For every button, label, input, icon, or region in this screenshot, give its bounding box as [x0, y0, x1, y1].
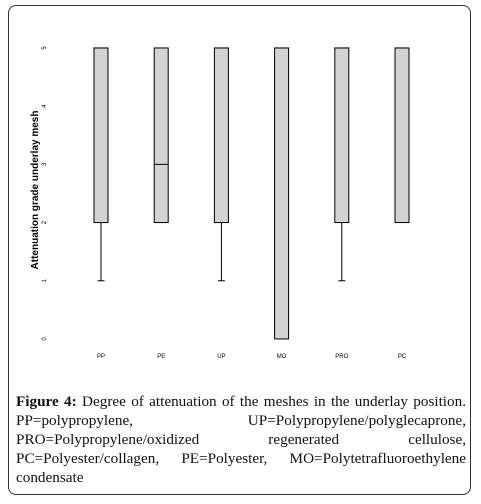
y-tick-label: 0	[42, 337, 48, 341]
y-tick-label: 1	[42, 278, 48, 282]
y-tick-label: 2	[42, 220, 48, 224]
chart: Attenuation grade underlay mesh 0 1 2 3 4 5 PP…	[30, 46, 410, 360]
figure-frame	[8, 5, 471, 495]
caption: Figure 4: Degree of attenuation of the m…	[16, 392, 466, 487]
box	[394, 47, 410, 224]
caption-text: Degree of attenuation of the meshes in t…	[16, 393, 466, 486]
y-axis-label: Attenuation grade underlay mesh	[30, 111, 41, 270]
x-tick-label: PP	[97, 354, 105, 360]
y-tick-label: 5	[42, 46, 48, 50]
x-tick-label: PRO	[335, 354, 348, 360]
x-tick-label: MO	[277, 354, 287, 360]
box	[334, 47, 350, 224]
y-tick-label: 3	[42, 162, 48, 166]
caption-label: Figure 4:	[16, 393, 77, 410]
y-tick-label: 4	[42, 104, 48, 108]
box	[213, 47, 229, 224]
x-tick-label: UP	[217, 354, 225, 360]
box	[274, 47, 290, 340]
box	[153, 47, 169, 224]
x-tick-label: PC	[398, 354, 407, 360]
box	[93, 47, 109, 224]
x-tick-label: PE	[157, 354, 165, 360]
